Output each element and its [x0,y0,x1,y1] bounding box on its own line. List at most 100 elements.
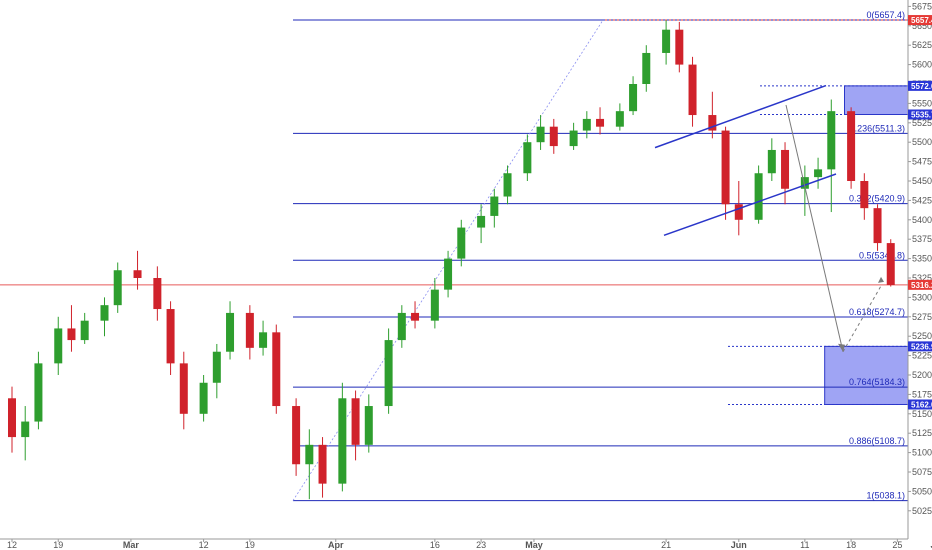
candle-body [226,312,235,352]
price-tick-label: 5650.0 [912,21,932,31]
candle-body [305,444,314,465]
candles-layer [8,20,895,500]
price-tick-label: 5500.0 [912,137,932,147]
candle-body [629,84,638,112]
price-axis-bg [908,0,932,550]
price-tick-label: 5375.0 [912,234,932,244]
price-tag [908,399,932,410]
time-tick-label: Jun [731,540,747,550]
candle-body [569,130,578,147]
candle-body [549,126,558,147]
price-tick-label: 5300.0 [912,292,932,302]
time-tick-label: 21 [661,540,671,550]
candle-body [503,173,512,197]
candle-body [444,258,453,290]
projection-rebound-arrowhead [878,276,884,283]
candle-body [721,130,730,205]
price-tick-label: 5550.0 [912,98,932,108]
price-tick-label: 5075.0 [912,467,932,477]
price-tag [908,15,932,26]
price-tick-label: 5275.0 [912,312,932,322]
time-tick-label: 16 [430,540,440,550]
price-tick-label: 5100.0 [912,448,932,458]
time-tick-label: 19 [53,540,63,550]
candle-body [133,270,142,278]
price-tag [908,109,932,120]
candle-body [814,169,823,178]
price-tag [908,279,932,290]
price-tags-layer: 5657.4 5572.6 5535.7 5316.2 5236.9 5162.0 [908,15,932,410]
price-tick-label: 5400.0 [912,215,932,225]
candle-body [351,398,360,445]
price-tick-label: 5625.0 [912,40,932,50]
time-tick-label: Apr [328,540,344,550]
candle-body [860,181,869,209]
candle-body [272,332,281,407]
candle-body [34,363,43,422]
candle-body [113,270,122,306]
candle-body [245,312,254,348]
candle-body [754,173,763,220]
price-axis[interactable]: 5675.05650.05625.05600.05575.05550.05525… [907,0,932,550]
candle-body [781,149,790,189]
candle-body [212,351,221,383]
candle-body [536,126,545,143]
candle-body [873,208,882,244]
price-tick-label: 5450.0 [912,176,932,186]
price-tick-label: 5600.0 [912,60,932,70]
candle-body [886,243,895,285]
price-tick-label: 5200.0 [912,370,932,380]
candle-body [318,444,327,484]
time-axis[interactable]: 12 19 Mar 12 19 Apr 16 23 May 21 Jun 11 18 25 Jul [0,538,932,550]
candle-body [827,111,836,170]
price-tick-label: 5125.0 [912,428,932,438]
fib-level-label: 0.764(5184.3) [849,377,905,387]
candle-body [675,29,684,65]
fibonacci-layer: 0(5657.4) 0.236(5511.3) 0.382(5420.9) 0.5(5… [0,10,908,502]
time-tick-label: 25 [892,540,902,550]
candle-body [338,398,347,484]
candle-body [80,320,89,341]
candle-body [166,309,175,364]
candle-body [54,328,63,364]
candle-body [411,312,420,321]
candle-body [582,118,591,131]
fib-level-label: 1(5038.1) [866,491,905,501]
candle-body [734,204,743,220]
candle-body [259,332,268,348]
candle-body [490,196,499,216]
price-tick-label: 5350.0 [912,254,932,264]
price-tag-label: 5657.4 [911,16,932,25]
candle-body [477,215,486,228]
price-tick-label: 5025.0 [912,506,932,516]
fib-level-label: 0.382(5420.9) [849,194,905,204]
price-tag [908,80,932,91]
time-tick-label: 18 [846,540,856,550]
price-tag-label: 5316.2 [911,281,932,290]
fib-level-label: 0.5(5347.8) [859,250,905,260]
channel-lower-line [663,173,837,237]
price-tick-label: 5425.0 [912,195,932,205]
time-tick-label: 23 [476,540,486,550]
candle-body [179,363,188,414]
time-tick-label: 19 [245,540,255,550]
candle-body [8,398,16,438]
candle-body [523,142,532,174]
channel-upper-line [654,84,827,149]
price-tag-label: 5572.6 [911,82,932,91]
time-tick-label: 11 [800,540,809,550]
candle-body [100,305,109,321]
price-tick-label: 5675.0 [912,1,932,11]
fib-level-label: 0.886(5108.7) [849,436,905,446]
price-tag-label: 5535.7 [911,110,932,119]
time-tick-label: Jul [930,540,932,550]
candle-body [708,115,717,131]
candle-body [662,29,671,53]
candle-body [767,149,776,174]
candle-body [847,111,856,181]
candle-body [364,406,373,445]
price-tag-label: 5162.0 [911,400,932,409]
projection-rebound [842,283,883,352]
candle-body [153,278,162,310]
candle-body [688,64,697,116]
